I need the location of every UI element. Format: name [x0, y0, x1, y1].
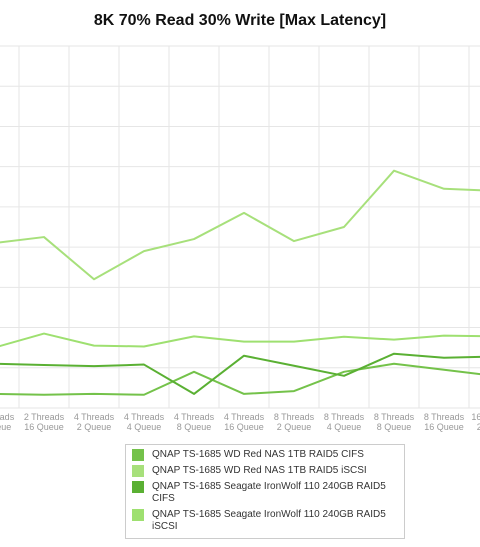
legend-label: QNAP TS-1685 Seagate IronWolf 110 240GB …: [152, 509, 386, 532]
x-tick-label: 8 Threads 16 Queue: [424, 412, 465, 432]
series-layer: [0, 169, 480, 396]
x-tick-label: 8 Threads 8 Queue: [374, 412, 415, 432]
legend-item[interactable]: QNAP TS-1685 Seagate IronWolf 110 240GB …: [126, 507, 404, 535]
x-tick-label: 2 Threads 16 Queue: [24, 412, 65, 432]
x-tick-label: 4 Threads 16 Queue: [224, 412, 265, 432]
legend-item[interactable]: QNAP TS-1685 WD Red NAS 1TB RAID5 CIFS: [126, 447, 404, 463]
legend-label: QNAP TS-1685 WD Red NAS 1TB RAID5 iSCSI: [152, 465, 367, 476]
series-line-4: [0, 332, 480, 348]
legend-swatch: [132, 481, 144, 493]
legend-label: QNAP TS-1685 WD Red NAS 1TB RAID5 CIFS: [152, 449, 364, 460]
chart-title: 8K 70% Read 30% Write [Max Latency]: [93, 12, 387, 29]
legend-label: QNAP TS-1685 Seagate IronWolf 110 240GB …: [152, 481, 386, 504]
legend: QNAP TS-1685 WD Red NAS 1TB RAID5 CIFS QN…: [125, 444, 405, 539]
series-line-3: [0, 352, 480, 395]
legend-swatch: [132, 465, 144, 477]
x-tick-label: 8 Threads 2 Queue: [274, 412, 315, 432]
legend-swatch: [132, 449, 144, 461]
x-tick-label: 4 Threads 2 Queue: [74, 412, 115, 432]
x-tick-label: 8 Threads 4 Queue: [324, 412, 365, 432]
legend-item[interactable]: QNAP TS-1685 Seagate IronWolf 110 240GB …: [126, 479, 404, 507]
series-line-2: [0, 169, 480, 281]
x-tick-label: 4 Threads 8 Queue: [174, 412, 215, 432]
legend-swatch: [132, 509, 144, 521]
x-tick-label: 4 Threads 4 Queue: [124, 412, 165, 432]
grid-lines: [0, 45, 480, 409]
legend-item[interactable]: QNAP TS-1685 WD Red NAS 1TB RAID5 iSCSI: [126, 463, 404, 479]
series-line-1: [0, 362, 480, 396]
